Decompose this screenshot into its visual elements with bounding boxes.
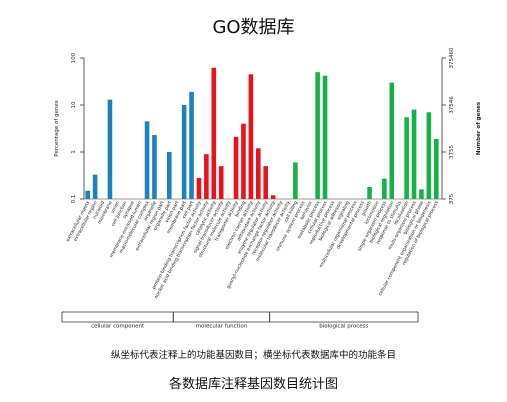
caption-note: 纵坐标代表注释上的功能基因数目；横坐标代表数据库中的功能条目: [110, 350, 396, 361]
bar: [293, 162, 298, 199]
bar: [85, 190, 91, 199]
bar: [233, 136, 239, 199]
bar: [315, 72, 320, 199]
bar: [404, 117, 409, 199]
bar: [411, 109, 417, 199]
bar: [255, 148, 261, 199]
bar: [367, 187, 372, 199]
bar: [426, 112, 432, 199]
y-tick-label-left: 1: [71, 150, 77, 154]
bar: [322, 75, 328, 199]
group-label: cellular component: [91, 324, 145, 330]
bar: [92, 174, 98, 199]
y-tick-label-right: 375460: [449, 47, 455, 68]
page-title: GO数据库: [212, 17, 295, 38]
bar: [419, 189, 424, 199]
bar: [181, 105, 187, 199]
bar: [382, 178, 387, 199]
category-label: virion: [110, 200, 121, 214]
bar: [218, 166, 224, 199]
bar: [270, 195, 276, 199]
y-axis-title-left: Percentage of genes: [54, 100, 60, 156]
y-tick-label-left: 0.1: [71, 195, 77, 204]
y-tick-label-right: 37546: [449, 96, 455, 114]
bar: [144, 121, 150, 199]
bar: [389, 82, 395, 199]
group-label: molecular function: [196, 324, 248, 330]
bar: [248, 74, 254, 199]
bar: [204, 154, 209, 199]
y-tick-label-right: 3755: [449, 145, 455, 159]
y-tick-label-left: 100: [71, 52, 77, 63]
bar: [211, 67, 217, 199]
bar: [189, 91, 194, 199]
bar: [196, 177, 202, 199]
bar: [152, 134, 157, 199]
y-tick-label-right: 375: [449, 193, 455, 204]
bar: [433, 138, 439, 199]
caption-main: 各数据库注释基因数目统计图: [168, 377, 338, 392]
y-axis-title-right: Number of genes: [476, 101, 482, 155]
y-tick-label-left: 10: [71, 101, 77, 108]
bar: [107, 99, 113, 199]
group-label: biological process: [319, 324, 368, 330]
bar: [166, 152, 172, 199]
bar: [241, 123, 246, 199]
bar: [263, 166, 269, 199]
